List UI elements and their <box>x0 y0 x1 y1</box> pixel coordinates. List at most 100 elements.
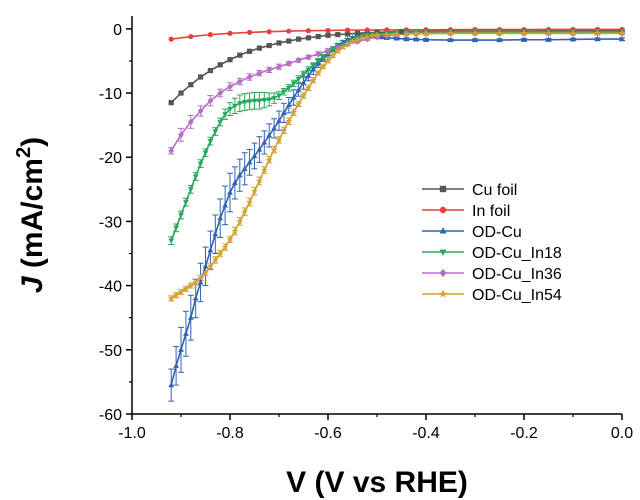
data-point <box>182 285 190 292</box>
data-point <box>315 50 322 58</box>
data-point <box>246 159 253 165</box>
data-point <box>310 66 317 72</box>
data-point <box>232 103 238 109</box>
x-tick-label: -0.6 <box>314 425 342 442</box>
data-point <box>439 185 447 193</box>
data-point <box>167 294 175 302</box>
data-point <box>212 129 219 135</box>
data-point <box>178 90 184 96</box>
data-point <box>256 69 263 77</box>
y-ticks: 0 -10 -20 -30 -40 -50 -60 <box>99 22 132 424</box>
x-tick-label: -0.8 <box>216 425 244 442</box>
data-point <box>251 187 258 195</box>
data-point <box>319 63 327 70</box>
data-point <box>227 189 233 195</box>
data-point <box>295 86 302 92</box>
data-point <box>247 48 253 54</box>
data-point <box>368 32 376 39</box>
data-point <box>286 38 292 44</box>
data-point <box>594 29 601 37</box>
data-point <box>374 33 380 41</box>
data-point <box>439 227 447 234</box>
data-point <box>217 89 224 97</box>
data-point <box>545 29 552 37</box>
data-point <box>173 225 179 231</box>
legend-item: In foil <box>422 203 510 220</box>
data-point <box>398 29 405 35</box>
data-point <box>256 98 263 104</box>
data-point <box>256 146 263 152</box>
data-point <box>192 278 200 286</box>
series-line-od-cu-in36 <box>170 32 622 152</box>
data-point <box>187 314 194 320</box>
data-point <box>270 145 278 153</box>
data-point <box>314 69 322 77</box>
data-point <box>168 381 175 388</box>
data-point <box>178 212 184 219</box>
data-point <box>188 82 194 88</box>
data-point <box>320 55 326 61</box>
error-bars <box>168 29 625 402</box>
data-point <box>334 44 341 51</box>
data-point <box>305 53 312 61</box>
data-point <box>295 100 303 107</box>
x-tick-label: -0.2 <box>510 425 538 442</box>
x-ticks: -1.0 -0.8 -0.6 -0.4 -0.2 0.0 <box>118 414 633 442</box>
y-axis-unit: (mA/cm <box>16 158 49 268</box>
data-point <box>207 32 213 38</box>
data-point <box>168 238 175 244</box>
data-point <box>202 150 209 156</box>
data-point <box>315 33 321 40</box>
data-point <box>256 45 262 51</box>
data-point <box>275 136 283 143</box>
y-tick-label: -10 <box>99 86 122 103</box>
data-point <box>315 58 322 65</box>
data-point <box>286 28 292 34</box>
data-point <box>241 99 248 106</box>
data-point <box>232 179 238 185</box>
data-point <box>334 47 342 55</box>
y-tick-label: -50 <box>99 343 122 360</box>
x-tick-label: -1.0 <box>118 425 146 442</box>
data-point <box>330 47 336 54</box>
data-point <box>227 83 233 90</box>
data-point <box>188 33 194 40</box>
data-point <box>310 63 317 69</box>
data-point <box>177 288 185 295</box>
legend-label: OD-Cu <box>472 224 522 241</box>
data-point <box>261 139 268 145</box>
data-point <box>251 98 258 104</box>
data-point <box>276 117 282 123</box>
data-point <box>300 91 307 99</box>
data-point <box>384 27 390 33</box>
data-point <box>305 67 312 74</box>
legend-label: OD-Cu_In18 <box>472 245 562 262</box>
data-point <box>266 97 273 103</box>
data-point <box>241 165 248 171</box>
data-point <box>271 125 277 131</box>
data-point <box>266 132 273 138</box>
data-point <box>324 57 332 64</box>
data-point <box>344 40 352 48</box>
data-point <box>212 231 219 237</box>
data-point <box>173 362 179 368</box>
data-point <box>187 118 194 126</box>
data-point <box>447 29 454 37</box>
y-axis-unit-superscript: 2 <box>13 147 35 158</box>
data-point <box>265 156 273 163</box>
data-point <box>305 72 312 78</box>
data-point <box>438 289 448 298</box>
y-axis-unit-close: ) <box>16 137 49 147</box>
data-point <box>236 172 243 178</box>
data-point <box>325 27 331 34</box>
y-tick-label: -40 <box>99 279 122 296</box>
data-point <box>354 30 360 36</box>
y-tick-label: -30 <box>99 214 122 231</box>
data-point <box>594 35 601 42</box>
data-point <box>217 119 224 126</box>
data-point <box>217 215 224 221</box>
data-point <box>183 200 189 206</box>
data-point <box>471 29 479 37</box>
data-point <box>202 269 209 276</box>
